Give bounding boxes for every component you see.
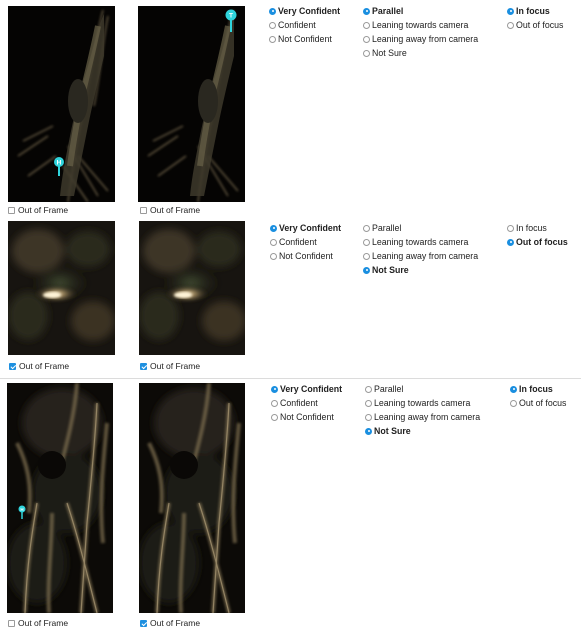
shrimp-image-right[interactable] — [139, 221, 245, 355]
radio-not-sure[interactable]: Not Sure — [363, 46, 478, 60]
checkbox-label: Out of Frame — [18, 205, 69, 215]
radio-selected-icon[interactable] — [271, 385, 278, 393]
radio-icon[interactable] — [363, 21, 370, 29]
checkbox-label: Out of Frame — [18, 618, 69, 628]
radio-selected-icon[interactable] — [363, 7, 370, 15]
radio-icon[interactable] — [365, 413, 372, 421]
orientation-radio-group: Parallel Leaning towards camera Leaning … — [363, 4, 478, 60]
checkbox-label: Out of Frame — [150, 205, 201, 215]
radio-parallel[interactable]: Parallel — [365, 382, 480, 396]
radio-icon[interactable] — [365, 399, 372, 407]
radio-icon[interactable] — [510, 399, 517, 407]
checkbox-icon[interactable] — [8, 206, 15, 214]
radio-icon[interactable] — [363, 35, 370, 43]
out-of-frame-checkbox-right[interactable]: Out of Frame — [140, 361, 200, 371]
radio-leaning-towards[interactable]: Leaning towards camera — [363, 235, 478, 249]
radio-selected-icon[interactable] — [363, 266, 370, 274]
checkbox-checked-icon[interactable] — [9, 362, 16, 370]
annotation-row-3: H Out of Frame — [0, 378, 581, 631]
radio-selected-icon[interactable] — [507, 238, 514, 246]
radio-icon[interactable] — [269, 35, 276, 43]
checkbox-checked-icon[interactable] — [140, 362, 147, 370]
radio-icon[interactable] — [507, 21, 514, 29]
radio-not-confident[interactable]: Not Confident — [271, 410, 342, 424]
radio-in-focus[interactable]: In focus — [507, 4, 563, 18]
orientation-radio-group: Parallel Leaning towards camera Leaning … — [363, 221, 478, 277]
radio-confident[interactable]: Confident — [269, 18, 340, 32]
svg-text:H: H — [57, 160, 62, 167]
radio-out-of-focus[interactable]: Out of focus — [507, 235, 568, 249]
radio-icon[interactable] — [269, 21, 276, 29]
radio-selected-icon[interactable] — [507, 7, 514, 15]
radio-confident[interactable]: Confident — [271, 396, 342, 410]
checkbox-icon[interactable] — [140, 206, 147, 214]
radio-in-focus[interactable]: In focus — [510, 382, 566, 396]
head-marker-icon[interactable]: H — [54, 157, 64, 176]
radio-not-sure[interactable]: Not Sure — [363, 263, 478, 277]
radio-out-of-focus[interactable]: Out of focus — [510, 396, 566, 410]
annotation-row-1: H Out of Frame T Out of Frame — [0, 0, 581, 218]
confidence-radio-group: Very Confident Confident Not Confident — [269, 4, 340, 46]
focus-radio-group: In focus Out of focus — [507, 4, 563, 32]
radio-very-confident[interactable]: Very Confident — [269, 4, 340, 18]
radio-confident[interactable]: Confident — [270, 235, 341, 249]
radio-icon[interactable] — [365, 385, 372, 393]
radio-in-focus[interactable]: In focus — [507, 221, 568, 235]
radio-icon[interactable] — [363, 238, 370, 246]
shrimp-image-left[interactable]: H — [8, 6, 115, 202]
radio-not-sure[interactable]: Not Sure — [365, 424, 480, 438]
out-of-frame-checkbox-left[interactable]: Out of Frame — [8, 205, 68, 215]
radio-icon[interactable] — [271, 399, 278, 407]
radio-parallel[interactable]: Parallel — [363, 221, 478, 235]
radio-icon[interactable] — [270, 252, 277, 260]
out-of-frame-checkbox-right[interactable]: Out of Frame — [140, 618, 200, 628]
checkbox-checked-icon[interactable] — [140, 619, 147, 627]
checkbox-label: Out of Frame — [19, 361, 70, 371]
radio-icon[interactable] — [507, 224, 514, 232]
out-of-frame-checkbox-right[interactable]: Out of Frame — [140, 205, 200, 215]
confidence-radio-group: Very Confident Confident Not Confident — [270, 221, 341, 263]
radio-selected-icon[interactable] — [270, 224, 277, 232]
radio-not-confident[interactable]: Not Confident — [269, 32, 340, 46]
focus-radio-group: In focus Out of focus — [510, 382, 566, 410]
checkbox-icon[interactable] — [8, 619, 15, 627]
tail-marker-icon[interactable]: T — [225, 9, 237, 33]
annotation-row-2: Out of Frame Out of Frame Very Confident… — [0, 218, 581, 378]
radio-icon[interactable] — [270, 238, 277, 246]
svg-text:T: T — [229, 13, 233, 20]
radio-selected-icon[interactable] — [365, 427, 372, 435]
radio-icon[interactable] — [363, 49, 370, 57]
radio-not-confident[interactable]: Not Confident — [270, 249, 341, 263]
radio-icon[interactable] — [363, 252, 370, 260]
radio-out-of-focus[interactable]: Out of focus — [507, 18, 563, 32]
checkbox-label: Out of Frame — [150, 361, 201, 371]
radio-icon[interactable] — [271, 413, 278, 421]
radio-leaning-away[interactable]: Leaning away from camera — [363, 249, 478, 263]
radio-parallel[interactable]: Parallel — [363, 4, 478, 18]
svg-text:H: H — [20, 507, 23, 512]
shrimp-image-left[interactable]: H — [7, 383, 113, 613]
radio-leaning-away[interactable]: Leaning away from camera — [363, 32, 478, 46]
radio-leaning-towards[interactable]: Leaning towards camera — [363, 18, 478, 32]
radio-very-confident[interactable]: Very Confident — [270, 221, 341, 235]
radio-leaning-towards[interactable]: Leaning towards camera — [365, 396, 480, 410]
shrimp-image-left[interactable] — [8, 221, 115, 355]
radio-icon[interactable] — [363, 224, 370, 232]
confidence-radio-group: Very Confident Confident Not Confident — [271, 382, 342, 424]
shrimp-image-right[interactable] — [139, 383, 245, 613]
radio-selected-icon[interactable] — [510, 385, 517, 393]
radio-selected-icon[interactable] — [269, 7, 276, 15]
out-of-frame-checkbox-left[interactable]: Out of Frame — [9, 361, 69, 371]
radio-leaning-away[interactable]: Leaning away from camera — [365, 410, 480, 424]
orientation-radio-group: Parallel Leaning towards camera Leaning … — [365, 382, 480, 438]
head-marker-icon[interactable]: H — [18, 505, 26, 520]
radio-very-confident[interactable]: Very Confident — [271, 382, 342, 396]
checkbox-label: Out of Frame — [150, 618, 201, 628]
shrimp-image-right[interactable]: T — [138, 6, 245, 202]
focus-radio-group: In focus Out of focus — [507, 221, 568, 249]
out-of-frame-checkbox-left[interactable]: Out of Frame — [8, 618, 68, 628]
